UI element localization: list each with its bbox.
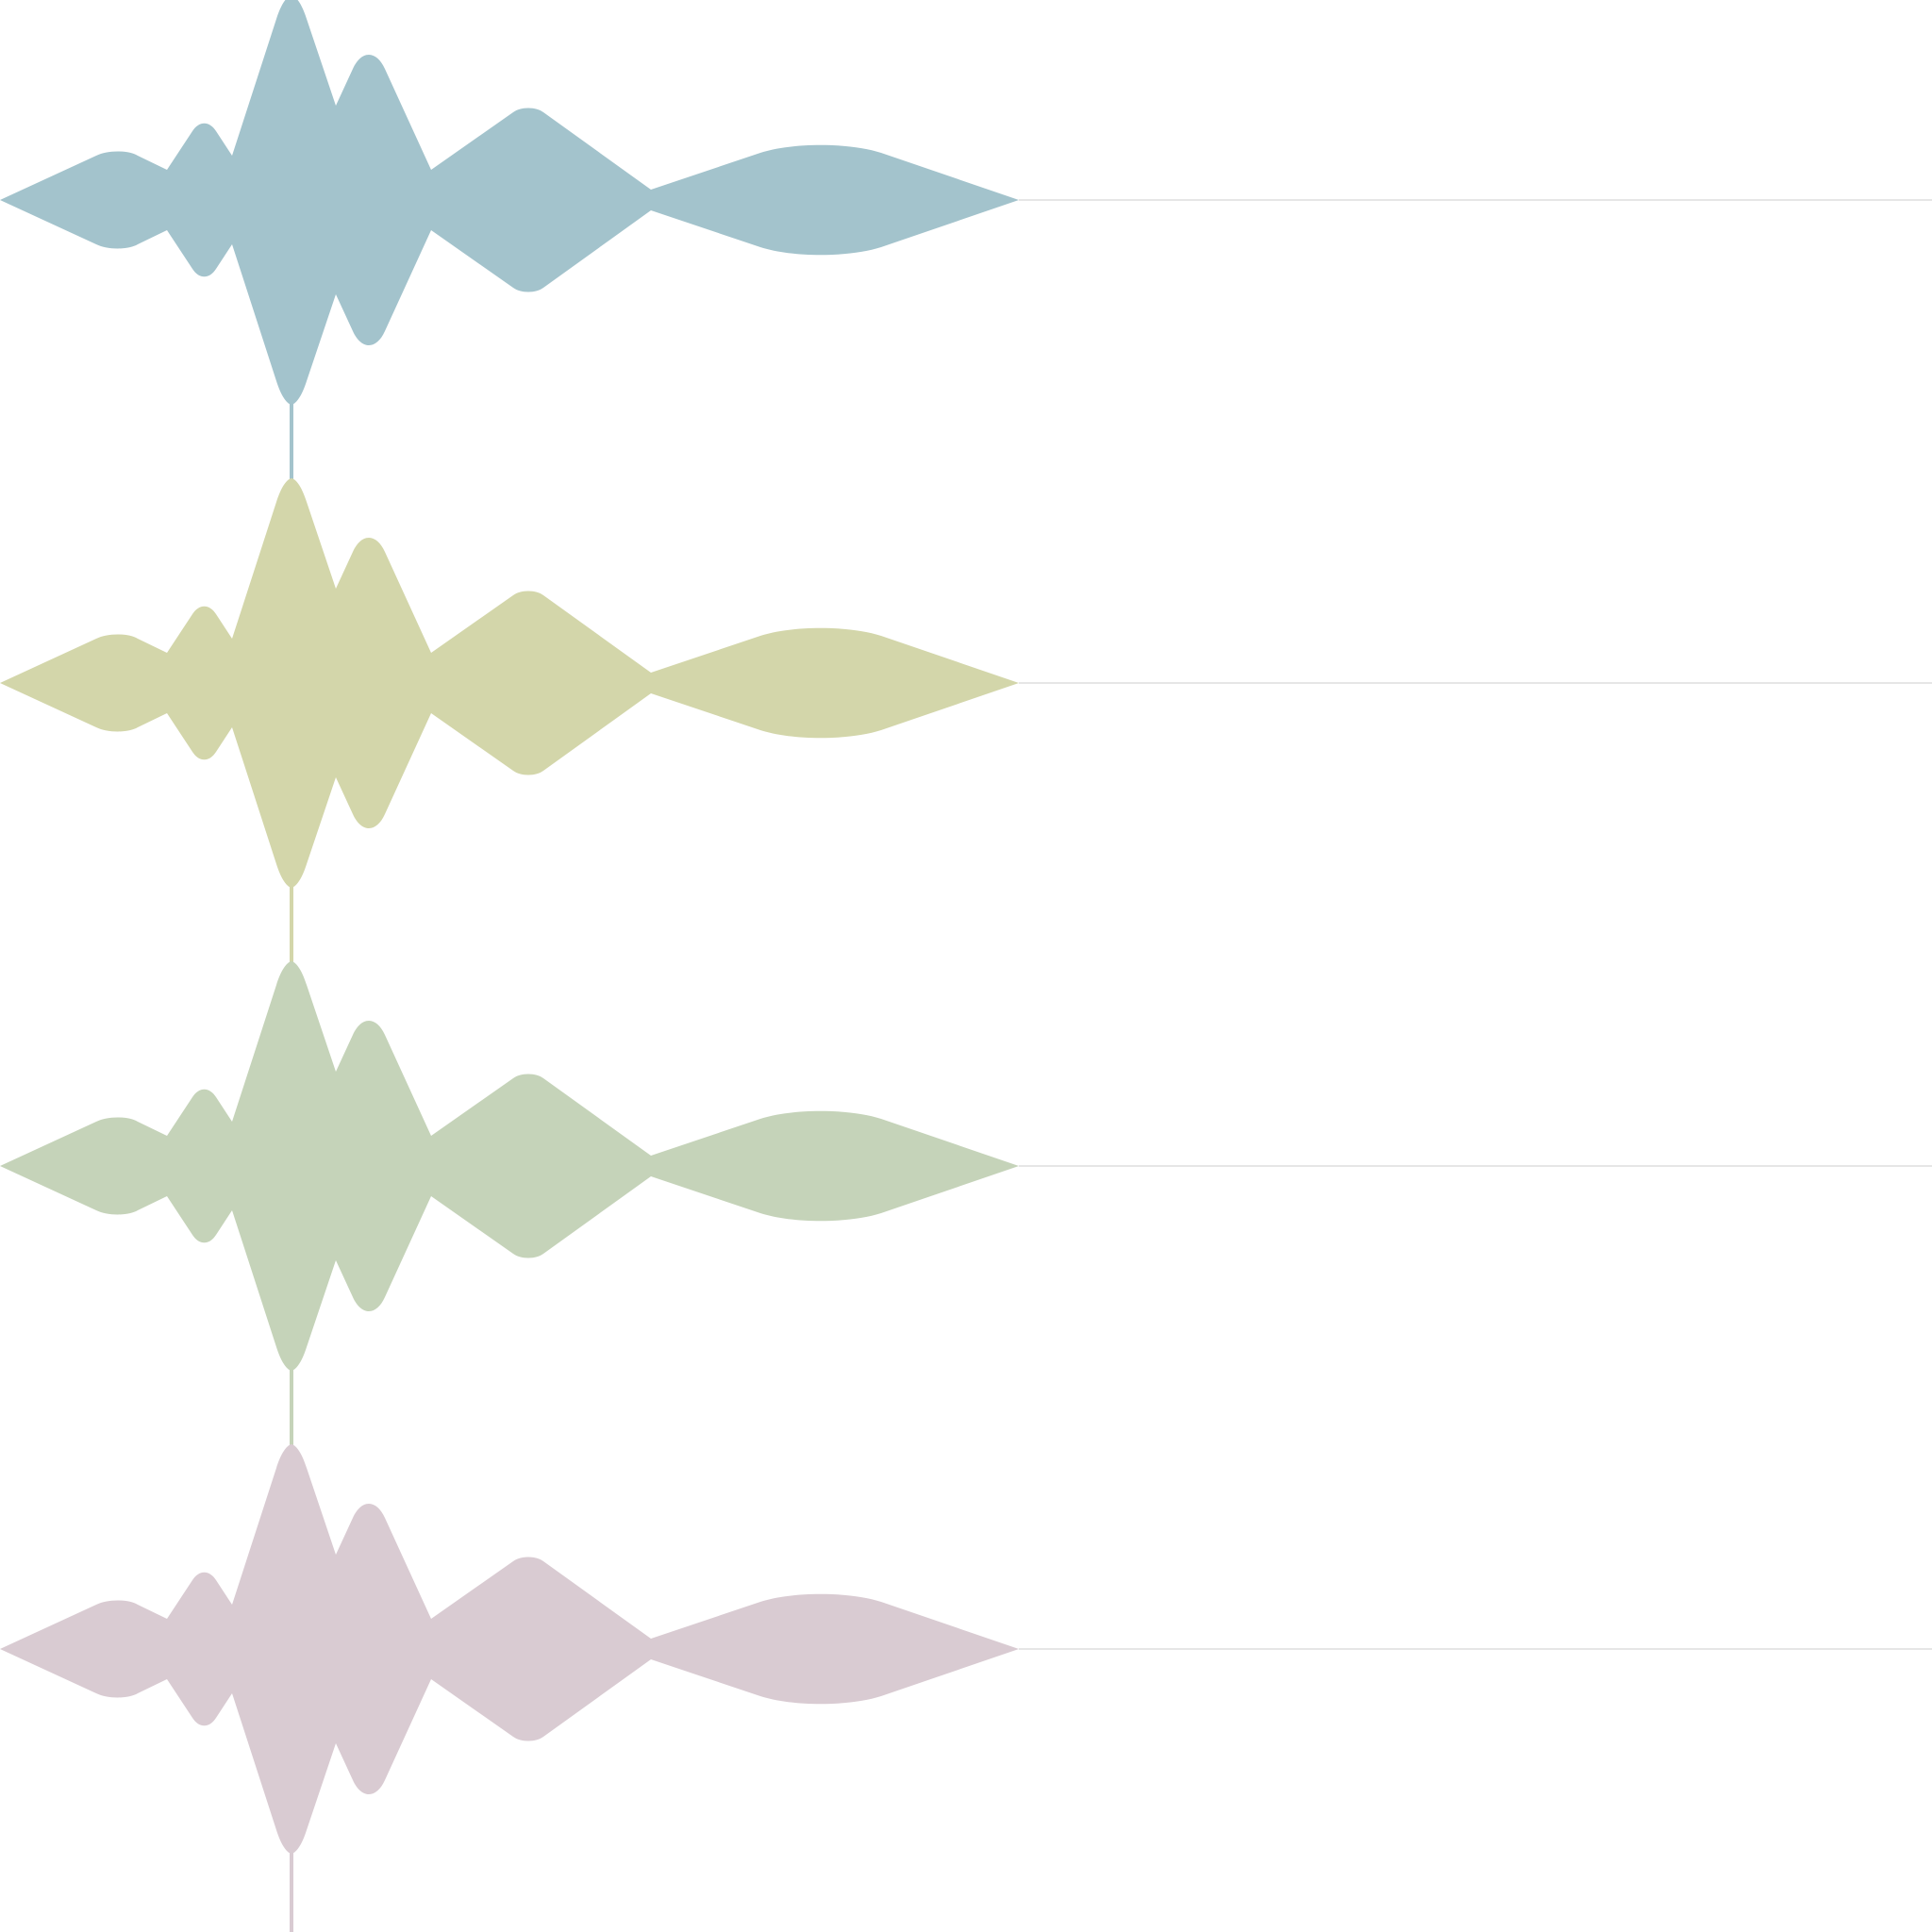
waveform-envelope-2 [0, 478, 1019, 888]
waveform-track-4 [0, 1444, 1932, 1932]
waveform-envelope-1 [0, 0, 1019, 405]
waveform-envelope-3 [0, 961, 1019, 1371]
waveform-envelope-4 [0, 1444, 1019, 1854]
